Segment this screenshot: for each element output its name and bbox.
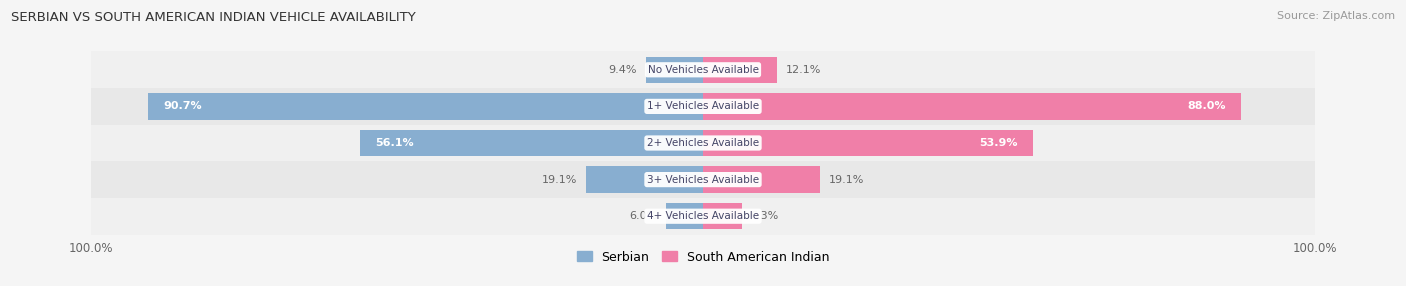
Bar (703, 57, 778, 83)
Text: 6.3%: 6.3% (751, 211, 779, 221)
Bar (148, 93, 703, 120)
Text: 3+ Vehicles Available: 3+ Vehicles Available (647, 175, 759, 184)
Bar (703, 130, 1032, 156)
Legend: Serbian, South American Indian: Serbian, South American Indian (572, 246, 834, 269)
Bar (360, 130, 703, 156)
Bar (91, 198, 1315, 235)
Text: 53.9%: 53.9% (979, 138, 1018, 148)
Bar (91, 51, 1315, 88)
Text: 19.1%: 19.1% (541, 175, 576, 184)
Text: SERBIAN VS SOUTH AMERICAN INDIAN VEHICLE AVAILABILITY: SERBIAN VS SOUTH AMERICAN INDIAN VEHICLE… (11, 11, 416, 24)
Bar (703, 93, 1241, 120)
Text: 1+ Vehicles Available: 1+ Vehicles Available (647, 102, 759, 111)
Text: 19.1%: 19.1% (830, 175, 865, 184)
Text: 56.1%: 56.1% (375, 138, 413, 148)
Text: No Vehicles Available: No Vehicles Available (648, 65, 758, 75)
Text: 9.4%: 9.4% (607, 65, 637, 75)
Text: 12.1%: 12.1% (786, 65, 821, 75)
Bar (703, 166, 820, 193)
Bar (91, 125, 1315, 161)
Text: 90.7%: 90.7% (163, 102, 202, 111)
Text: 2+ Vehicles Available: 2+ Vehicles Available (647, 138, 759, 148)
Text: Source: ZipAtlas.com: Source: ZipAtlas.com (1277, 11, 1395, 21)
Text: 6.0%: 6.0% (628, 211, 657, 221)
Bar (586, 166, 703, 193)
Bar (703, 203, 741, 229)
Bar (645, 57, 703, 83)
Bar (666, 203, 703, 229)
Bar (91, 161, 1315, 198)
Text: 4+ Vehicles Available: 4+ Vehicles Available (647, 211, 759, 221)
Bar (91, 88, 1315, 125)
Text: 88.0%: 88.0% (1188, 102, 1226, 111)
